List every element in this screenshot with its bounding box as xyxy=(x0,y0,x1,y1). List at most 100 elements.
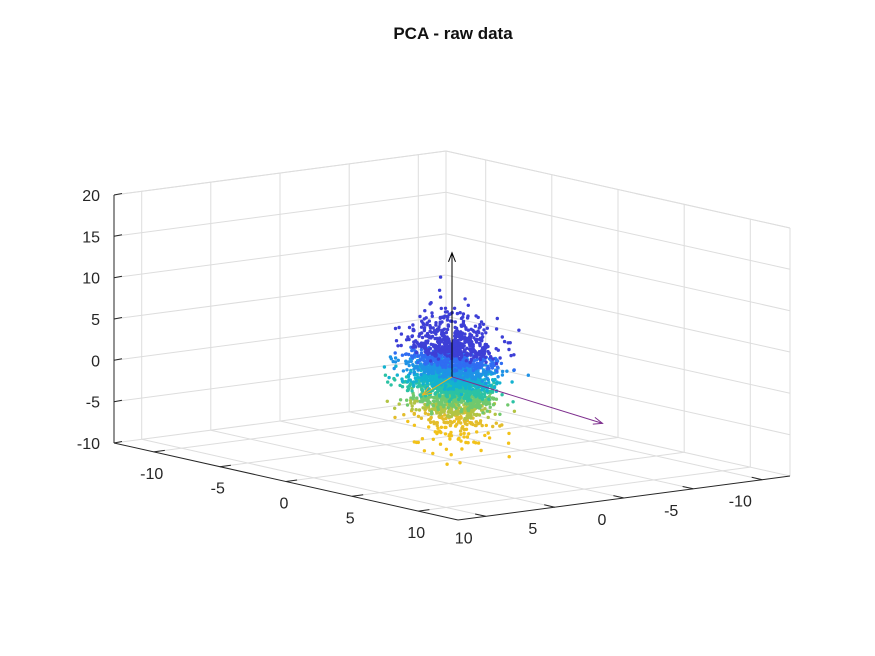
data-point xyxy=(478,363,482,368)
data-point xyxy=(465,414,469,418)
data-point xyxy=(479,448,483,453)
data-point xyxy=(449,434,454,438)
data-point xyxy=(414,379,419,383)
data-point xyxy=(413,345,418,349)
data-point xyxy=(475,412,479,417)
data-point xyxy=(451,387,456,391)
data-point xyxy=(439,425,444,429)
data-point xyxy=(473,370,478,375)
data-point xyxy=(440,315,445,319)
data-point xyxy=(431,326,435,330)
data-point xyxy=(486,431,490,435)
data-point xyxy=(435,370,439,374)
data-point xyxy=(445,310,449,314)
data-point xyxy=(423,411,428,415)
data-point xyxy=(410,407,414,411)
data-point xyxy=(443,352,447,356)
data-point xyxy=(437,375,442,379)
data-point xyxy=(431,451,435,456)
data-point xyxy=(460,447,464,451)
data-point xyxy=(448,437,452,441)
data-point xyxy=(419,351,424,355)
data-point xyxy=(463,335,467,340)
data-point xyxy=(397,325,401,330)
data-point xyxy=(463,297,467,301)
x-tick xyxy=(153,449,165,453)
data-point xyxy=(474,395,478,399)
data-point xyxy=(483,355,488,359)
y-tick xyxy=(751,476,763,481)
data-point xyxy=(452,363,457,368)
data-point xyxy=(452,403,456,408)
data-point xyxy=(474,404,478,409)
data-point xyxy=(475,430,479,434)
data-point xyxy=(400,385,405,389)
data-point xyxy=(485,326,489,330)
data-point xyxy=(405,368,409,372)
z-tick xyxy=(113,441,123,444)
data-point xyxy=(443,425,447,430)
data-point xyxy=(445,420,449,424)
data-point xyxy=(484,402,488,407)
data-point xyxy=(475,333,479,338)
data-point xyxy=(488,405,492,409)
data-point xyxy=(410,355,414,359)
data-point xyxy=(436,407,441,412)
data-point xyxy=(421,389,425,393)
data-point xyxy=(512,353,516,357)
data-point xyxy=(466,314,470,318)
floor-gridline xyxy=(349,411,694,490)
data-point xyxy=(430,334,435,339)
data-point xyxy=(445,354,449,358)
data-point xyxy=(469,416,473,420)
data-point xyxy=(480,392,484,397)
data-point xyxy=(428,367,432,371)
data-point xyxy=(436,357,441,361)
y-tick-label: -5 xyxy=(664,503,678,520)
data-point xyxy=(466,399,470,403)
data-point xyxy=(464,359,469,363)
floor-gridline xyxy=(141,438,486,517)
data-point xyxy=(415,385,420,389)
data-point xyxy=(465,382,469,386)
data-point xyxy=(421,406,425,410)
data-point xyxy=(482,345,487,349)
data-point xyxy=(498,424,502,428)
data-point xyxy=(499,361,504,366)
data-point xyxy=(478,404,482,408)
data-point xyxy=(494,397,499,401)
data-point xyxy=(442,349,446,354)
data-point xyxy=(443,387,447,391)
data-point xyxy=(437,328,441,332)
data-point xyxy=(415,354,420,358)
data-point xyxy=(418,399,422,404)
data-point xyxy=(429,420,433,424)
data-point xyxy=(396,358,400,362)
data-point xyxy=(458,356,462,361)
data-point xyxy=(448,423,453,428)
data-point xyxy=(463,389,467,393)
y-tick-label: 0 xyxy=(598,512,607,529)
data-point xyxy=(420,335,425,340)
data-point xyxy=(419,373,423,377)
data-point xyxy=(439,340,444,344)
data-point xyxy=(399,332,404,336)
data-point xyxy=(465,346,469,350)
data-point xyxy=(463,417,468,421)
data-point xyxy=(477,400,482,404)
data-point xyxy=(428,359,433,363)
data-point xyxy=(476,441,481,445)
data-point xyxy=(457,403,461,407)
data-point xyxy=(454,406,458,410)
data-point xyxy=(432,421,436,426)
data-point xyxy=(506,441,511,445)
data-point xyxy=(387,375,391,380)
data-point xyxy=(442,368,446,373)
data-point xyxy=(487,397,491,401)
data-point xyxy=(420,331,424,335)
data-point xyxy=(480,423,484,428)
y-tick xyxy=(682,486,694,490)
data-point xyxy=(452,306,457,310)
z-tick-label: 0 xyxy=(91,353,100,370)
data-point xyxy=(407,363,411,368)
